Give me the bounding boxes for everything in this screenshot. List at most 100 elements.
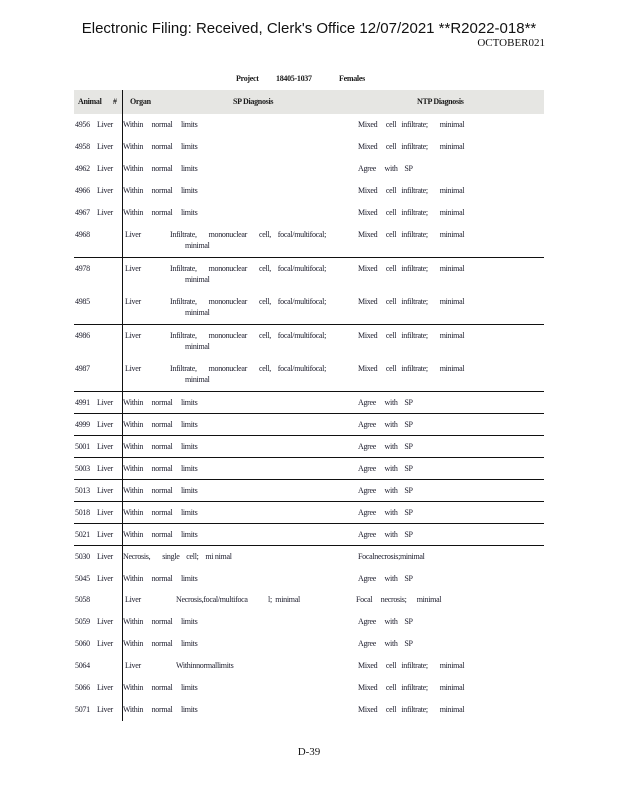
animal-id: 5030 [75, 552, 90, 561]
sp-diagnosis: Within normal limits [123, 120, 198, 129]
animal-id: 5071 [75, 705, 90, 714]
project-label: Project [236, 74, 259, 83]
ntp-diagnosis: Agree with SP [358, 164, 413, 173]
ntp-diagnosis: Mixed cell infiltrate; minimal [358, 186, 465, 195]
table-header [74, 90, 544, 114]
organ: Liver [97, 530, 113, 539]
sp-diagnosis: Within normal limits [123, 208, 198, 217]
sp-diagnosis: Infiltrate, mononuclear cell, focal/mult… [170, 297, 327, 306]
row-divider [74, 324, 544, 325]
organ: Liver [97, 120, 113, 129]
organ: Liver [97, 464, 113, 473]
sp-diagnosis: Within normal limits [123, 186, 198, 195]
organ: Liver [125, 230, 141, 239]
col-number: # [113, 97, 117, 106]
animal-id: 4966 [75, 186, 90, 195]
project-group: Females [339, 74, 365, 83]
sp-diagnosis: Infiltrate, mononuclear cell, focal/mult… [170, 331, 327, 340]
animal-id: 4987 [75, 364, 90, 373]
organ: Liver [125, 661, 141, 670]
organ: Liver [97, 552, 113, 561]
ntp-diagnosis: Mixed cell infiltrate; minimal [358, 705, 465, 714]
organ: Liver [125, 297, 141, 306]
sp-diagnosis-continued: minimal [185, 308, 210, 317]
row-divider [74, 501, 544, 502]
animal-id: 4978 [75, 264, 90, 273]
organ: Liver [97, 442, 113, 451]
animal-id: 4962 [75, 164, 90, 173]
sp-diagnosis: Necrosis,focal/multifoca l; minimal [176, 595, 300, 604]
sp-diagnosis: Within normal limits [123, 508, 198, 517]
sp-diagnosis: Within normal limits [123, 442, 198, 451]
ntp-diagnosis: Mixed cell infiltrate; minimal [358, 230, 465, 239]
row-divider [74, 391, 544, 392]
organ: Liver [97, 398, 113, 407]
animal-id: 5045 [75, 574, 90, 583]
organ: Liver [97, 164, 113, 173]
ntp-diagnosis: Agree with SP [358, 530, 413, 539]
ntp-diagnosis: Mixed cell infiltrate; minimal [358, 264, 465, 273]
sp-diagnosis: Within normal limits [123, 420, 198, 429]
ntp-diagnosis: Agree with SP [358, 617, 413, 626]
organ: Liver [97, 208, 113, 217]
sp-diagnosis: Within normal limits [123, 142, 198, 151]
animal-id: 5066 [75, 683, 90, 692]
organ: Liver [97, 486, 113, 495]
ntp-diagnosis: Focal necrosis; minimal [356, 595, 442, 604]
ntp-diagnosis: Agree with SP [358, 398, 413, 407]
sp-diagnosis: Within normal limits [123, 486, 198, 495]
organ: Liver [97, 186, 113, 195]
sp-diagnosis-continued: minimal [185, 275, 210, 284]
project-number: 18405-1037 [276, 74, 312, 83]
organ: Liver [97, 574, 113, 583]
animal-id: 4991 [75, 398, 90, 407]
animal-id: 5064 [75, 661, 90, 670]
ntp-diagnosis: Mixed cell infiltrate; minimal [358, 661, 465, 670]
animal-id: 5021 [75, 530, 90, 539]
sp-diagnosis: Within normal limits [123, 639, 198, 648]
animal-id: 4999 [75, 420, 90, 429]
row-divider [74, 257, 544, 258]
ntp-diagnosis: Mixed cell infiltrate; minimal [358, 683, 465, 692]
sp-diagnosis: Within normal limits [123, 398, 198, 407]
animal-id: 4956 [75, 120, 90, 129]
sp-diagnosis: Within normal limits [123, 617, 198, 626]
animal-id: 4967 [75, 208, 90, 217]
col-sp-diagnosis: SP Diagnosis [233, 97, 274, 106]
sp-diagnosis: Within normal limits [123, 164, 198, 173]
animal-id: 5001 [75, 442, 90, 451]
sp-diagnosis: Infiltrate, mononuclear cell, focal/mult… [170, 364, 327, 373]
sp-diagnosis-continued: minimal [185, 375, 210, 384]
ntp-diagnosis: Mixed cell infiltrate; minimal [358, 142, 465, 151]
filing-stamp-title: Electronic Filing: Received, Clerk's Off… [81, 20, 537, 37]
animal-id: 5013 [75, 486, 90, 495]
ntp-diagnosis: Agree with SP [358, 486, 413, 495]
sp-diagnosis: Withinnormallimits [176, 661, 234, 670]
row-divider [74, 413, 544, 414]
organ: Liver [97, 639, 113, 648]
animal-id: 5060 [75, 639, 90, 648]
animal-id: 4968 [75, 230, 90, 239]
column-divider [122, 90, 123, 721]
organ: Liver [125, 364, 141, 373]
animal-id: 4986 [75, 331, 90, 340]
page-number: D-39 [297, 746, 321, 758]
ntp-diagnosis: Agree with SP [358, 420, 413, 429]
ntp-diagnosis: Agree with SP [358, 508, 413, 517]
ntp-diagnosis: Mixed cell infiltrate; minimal [358, 331, 465, 340]
row-divider [74, 479, 544, 480]
animal-id: 5058 [75, 595, 90, 604]
ntp-diagnosis: Focalnecrosis;minimal [358, 552, 425, 561]
sp-diagnosis: Within normal limits [123, 530, 198, 539]
sp-diagnosis-continued: minimal [185, 342, 210, 351]
ntp-diagnosis: Mixed cell infiltrate; minimal [358, 120, 465, 129]
row-divider [74, 523, 544, 524]
ntp-diagnosis: Mixed cell infiltrate; minimal [358, 364, 465, 373]
animal-id: 4985 [75, 297, 90, 306]
sp-diagnosis: Within normal limits [123, 705, 198, 714]
sp-diagnosis: Necrosis, single cell; mi nimal [123, 552, 232, 561]
organ: Liver [97, 683, 113, 692]
organ: Liver [97, 142, 113, 151]
row-divider [74, 435, 544, 436]
